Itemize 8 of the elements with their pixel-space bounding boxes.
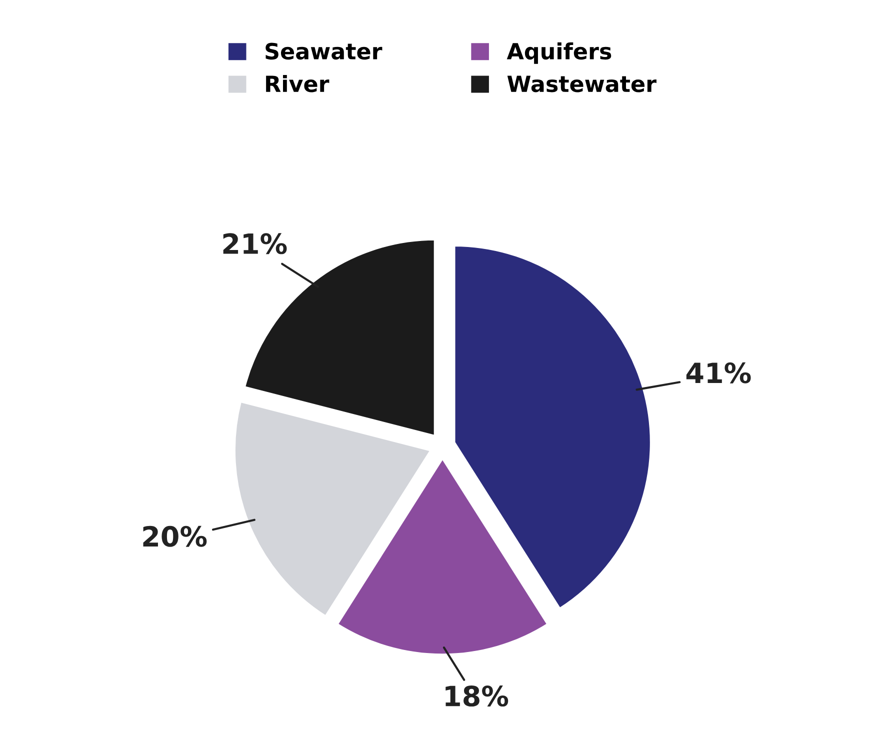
data-label: 18% — [446, 686, 508, 707]
data-label: 21% — [223, 233, 287, 254]
legend-label: Wastewater — [507, 76, 656, 92]
data-label: 41% — [686, 362, 751, 384]
legend-label: River — [266, 75, 330, 92]
legend-label: Aquifers — [506, 42, 612, 64]
data-label: 20% — [143, 526, 207, 547]
legend-label: Seawater — [266, 42, 382, 60]
